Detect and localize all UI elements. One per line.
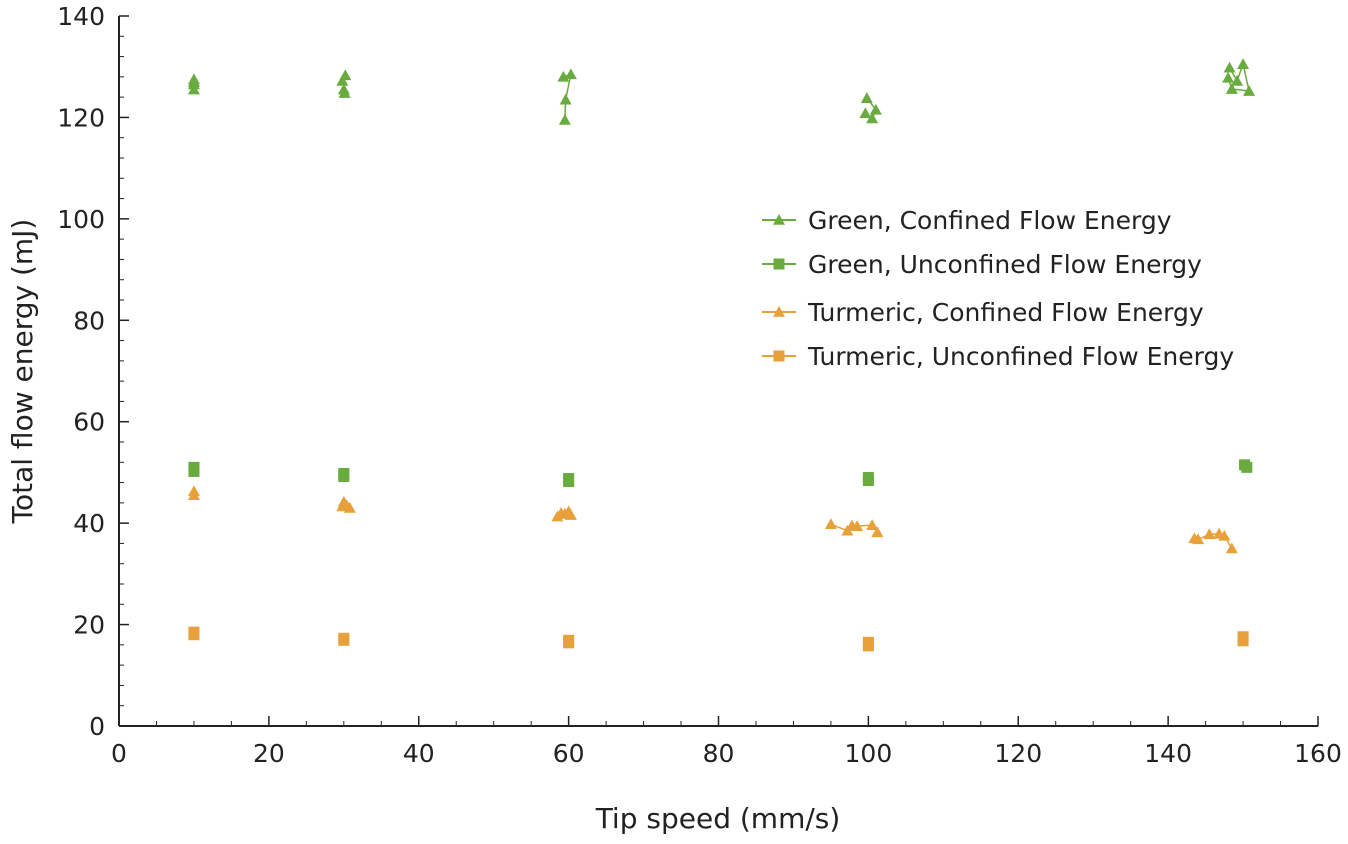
triangle-point	[336, 74, 349, 86]
triangle-point	[187, 75, 200, 87]
legend-label: Turmeric, Unconfined Flow Energy	[807, 342, 1234, 371]
series-2	[188, 459, 1253, 488]
y-axis-title: Total flow energy (mJ)	[6, 219, 39, 525]
x-tick-label: 20	[253, 739, 285, 768]
x-tick-label: 0	[111, 739, 127, 768]
triangle-point	[1218, 529, 1231, 541]
x-tick-label: 160	[1294, 739, 1342, 768]
triangle-point	[558, 113, 571, 125]
triangle-point	[1203, 528, 1216, 540]
x-tick-label: 100	[845, 739, 893, 768]
square-point	[188, 629, 200, 641]
y-tick-label: 100	[57, 205, 105, 234]
legend-square-marker	[773, 258, 785, 270]
x-tick-label: 60	[553, 739, 585, 768]
legend-entry: Turmeric, Confined Flow Energy	[762, 298, 1204, 327]
legend-label: Green, Unconfined Flow Energy	[808, 250, 1202, 279]
triangle-point	[859, 107, 872, 119]
x-axis-title: Tip speed (mm/s)	[595, 802, 841, 835]
triangle-point	[1225, 83, 1238, 94]
legend-triangle-marker	[773, 306, 785, 317]
square-point	[1241, 461, 1253, 473]
square-point	[338, 470, 350, 482]
legend-square-marker	[773, 350, 785, 362]
triangle-point	[1225, 542, 1238, 554]
y-tick-label: 40	[73, 509, 105, 538]
y-tick-label: 120	[57, 103, 105, 132]
series-4	[188, 626, 1249, 652]
triangle-point	[1243, 85, 1256, 96]
triangle-point	[1237, 58, 1250, 69]
triangle-point	[338, 87, 351, 98]
square-point	[862, 475, 874, 487]
legend-label: Turmeric, Confined Flow Energy	[807, 298, 1204, 327]
triangle-point	[1231, 74, 1244, 86]
square-point	[862, 640, 874, 652]
triangle-point	[1223, 61, 1236, 73]
legend-label: Green, Confined Flow Energy	[808, 206, 1172, 235]
triangle-point	[187, 83, 200, 95]
y-tick-label: 80	[73, 306, 105, 335]
triangle-point	[871, 526, 884, 538]
data-marks	[187, 58, 1256, 652]
y-tick-label: 0	[89, 712, 105, 741]
x-tick-label: 120	[994, 739, 1042, 768]
square-point	[188, 465, 200, 477]
series-3	[187, 485, 1238, 554]
x-tick-label: 40	[403, 739, 435, 768]
ticks: 0 20 40 60 80 100 120 140 160 0 20 40 60 80 100 120 140	[57, 2, 1342, 768]
axes	[118, 16, 1318, 727]
triangle-point	[559, 93, 572, 105]
legend: Green, Confined Flow Energy Green, Unconf…	[762, 206, 1234, 371]
triangle-point	[1222, 71, 1235, 83]
series-1	[187, 58, 1256, 125]
triangle-point	[564, 68, 577, 80]
y-tick-label: 60	[73, 408, 105, 437]
legend-entry: Turmeric, Unconfined Flow Energy	[762, 342, 1234, 371]
legend-entry: Green, Unconfined Flow Energy	[762, 250, 1202, 279]
legend-entry: Green, Confined Flow Energy	[762, 206, 1172, 235]
triangle-point	[866, 519, 879, 530]
y-tick-label: 20	[73, 611, 105, 640]
square-point	[563, 476, 575, 488]
triangle-point	[866, 112, 879, 124]
square-point	[1237, 635, 1249, 647]
triangle-point	[860, 92, 873, 103]
triangle-point	[187, 489, 200, 501]
triangle-point	[851, 520, 864, 531]
triangle-point	[343, 501, 356, 513]
triangle-point	[824, 518, 837, 529]
triangle-point	[1192, 533, 1205, 545]
square-point	[563, 637, 575, 649]
x-tick-label: 80	[703, 739, 735, 768]
triangle-point	[869, 103, 882, 115]
triangle-point	[339, 69, 352, 81]
x-tick-label: 140	[1144, 739, 1192, 768]
y-tick-label: 140	[57, 2, 105, 31]
triangle-point	[564, 509, 577, 520]
legend-triangle-marker	[773, 214, 785, 225]
square-point	[338, 634, 350, 646]
